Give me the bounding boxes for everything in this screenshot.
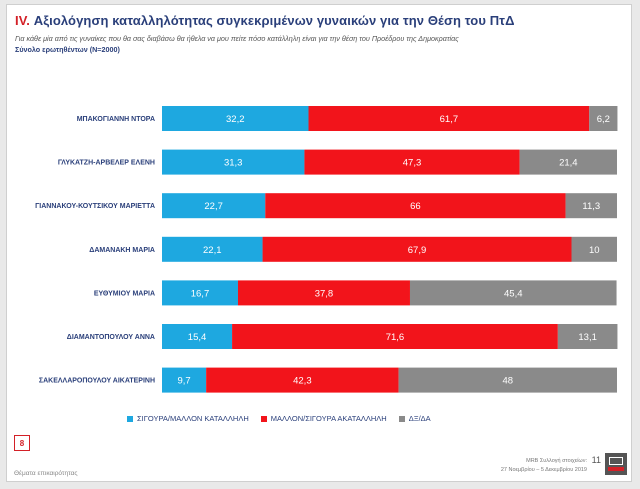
legend-item-unsuitable: ΜΑΛΛΟΝ/ΣΙΓΟΥΡΑ ΑΚΑΤΑΛΛΗΛΗ	[260, 414, 387, 423]
bar-row: ΔΙΑΜΑΝΤΟΠΟΥΛΟΥ ΑΝΝΑ 15,4 71,6 13,1	[67, 324, 618, 349]
bar-row: ΓΙΑΝΝΑΚΟΥ-ΚΟΥΤΣΙΚΟΥ ΜΑΡΙΕΤΤΑ 22,7 66 11,3	[35, 193, 617, 219]
data-label-suitable: 15,4	[188, 332, 207, 343]
legend: ΣΙΓΟΥΡΑ/ΜΑΛΛΟΝ ΚΑΤΑΛΛΗΛΗ ΜΑΛΛΟΝ/ΣΙΓΟΥΡΑ …	[127, 414, 431, 423]
data-label-dk: 21,4	[559, 158, 578, 169]
legend-item-suitable: ΣΙΓΟΥΡΑ/ΜΑΛΛΟΝ ΚΑΤΑΛΛΗΛΗ	[127, 414, 249, 423]
stacked-bar-chart: ΜΠΑΚΟΓΙΑΝΝΗ ΝΤΟΡΑ 32,2 61,7 6,2 ΓΛΥΚΑΤΖΗ-ΑΡΒ…	[35, 106, 618, 393]
data-label-dk: 11,3	[582, 201, 600, 212]
bar-unsuitable	[262, 236, 572, 262]
mrb-logo	[605, 453, 627, 475]
category-label: ΕΥΘΥΜΙΟΥ ΜΑΡΙΑ	[94, 290, 155, 297]
logo-bar	[608, 467, 624, 471]
bar-suitable	[162, 324, 233, 349]
data-label-dk: 48	[503, 376, 514, 387]
data-label-dk: 10	[589, 245, 600, 256]
category-label: ΓΙΑΝΝΑΚΟΥ-ΚΟΥΤΣΙΚΟΥ ΜΑΡΙΕΤΤΑ	[35, 203, 155, 210]
page-title: IV. Αξιολόγηση καταλληλότητας συγκεκριμέ…	[15, 13, 515, 28]
question-text: Για κάθε μία από τις γυναίκες που θα σας…	[15, 34, 459, 43]
bar-row: ΔΑΜΑΝΑΚΗ ΜΑΡΙΑ 22,1 67,9 10	[89, 236, 617, 262]
data-label-suitable: 32,2	[226, 114, 245, 125]
bar-dk	[519, 149, 617, 175]
bar-suitable	[162, 149, 305, 175]
data-label-unsuitable: 71,6	[386, 332, 405, 343]
bar-unsuitable	[232, 324, 558, 349]
data-label-unsuitable: 47,3	[403, 158, 422, 169]
category-label: ΔΑΜΑΝΑΚΗ ΜΑΡΙΑ	[89, 247, 155, 254]
legend-swatch-suitable	[127, 415, 133, 422]
section-badge: 8	[14, 435, 30, 451]
data-label-unsuitable: 61,7	[440, 114, 459, 125]
bar-unsuitable	[265, 193, 566, 219]
bar-row: ΕΥΘΥΜΙΟΥ ΜΑΡΙΑ 16,7 37,8 45,4	[94, 280, 617, 306]
legend-label-unsuitable: ΜΑΛΛΟΝ/ΣΙΓΟΥΡΑ ΑΚΑΤΑΛΛΗΛΗ	[270, 414, 387, 423]
data-label-suitable: 31,3	[224, 158, 243, 169]
bar-dk	[589, 106, 618, 131]
title-text: Αξιολόγηση καταλληλότητας συγκεκριμένων …	[33, 13, 515, 28]
bar-suitable	[162, 280, 238, 306]
footer-source: MRB Συλλογή στοιχείων: 27 Νοεμβρίου – 5 …	[501, 457, 587, 475]
sample-size: Σύνολο ερωτηθέντων (Ν=2000)	[15, 45, 120, 54]
data-label-dk: 45,4	[504, 288, 523, 299]
data-label-suitable: 16,7	[191, 288, 210, 299]
bar-row: ΓΛΥΚΑΤΖΗ-ΑΡΒΕΛΕΡ ΕΛΕΝΗ 31,3 47,3 21,4	[58, 149, 617, 175]
logo-mark	[609, 457, 623, 465]
category-label: ΜΠΑΚΟΓΙΑΝΝΗ ΝΤΟΡΑ	[77, 116, 155, 123]
bar-unsuitable	[304, 149, 520, 175]
legend-label-suitable: ΣΙΓΟΥΡΑ/ΜΑΛΛΟΝ ΚΑΤΑΛΛΗΛΗ	[137, 414, 249, 423]
legend-item-dk: ΔΞ/ΔΑ	[398, 414, 431, 423]
footer-dates: 27 Νοεμβρίου – 5 Δεκεμβρίου 2019	[500, 467, 587, 473]
bar-suitable	[162, 367, 207, 393]
data-label-suitable: 22,1	[203, 245, 222, 256]
data-label-suitable: 9,7	[177, 376, 190, 387]
bar-unsuitable	[206, 367, 399, 393]
footer-topic: Θέματα επικαιρότητας	[14, 470, 78, 477]
bar-row: ΜΠΑΚΟΓΙΑΝΝΗ ΝΤΟΡΑ 32,2 61,7 6,2	[77, 106, 618, 131]
bar-suitable	[162, 236, 263, 262]
section-number: IV.	[15, 13, 31, 28]
bar-dk	[565, 193, 617, 219]
data-label-unsuitable: 37,8	[315, 288, 334, 299]
bar-row: ΣΑΚΕΛΛΑΡΟΠΟΥΛΟΥ ΑΙΚΑΤΕΡΙΝΗ 9,7 42,3 48	[39, 367, 617, 393]
data-label-unsuitable: 67,9	[408, 245, 427, 256]
data-label-unsuitable: 42,3	[293, 376, 312, 387]
page-number: 11	[591, 455, 601, 465]
category-label: ΣΑΚΕΛΛΑΡΟΠΟΥΛΟΥ ΑΙΚΑΤΕΡΙΝΗ	[39, 378, 155, 385]
legend-label-dk: ΔΞ/ΔΑ	[408, 414, 431, 423]
data-label-dk: 13,1	[578, 332, 597, 343]
data-label-dk: 6,2	[597, 114, 610, 125]
category-label: ΓΛΥΚΑΤΖΗ-ΑΡΒΕΛΕΡ ΕΛΕΝΗ	[58, 160, 155, 167]
bar-suitable	[162, 193, 266, 219]
bar-unsuitable	[237, 280, 410, 306]
bar-dk	[409, 280, 617, 306]
bar-dk	[398, 367, 617, 393]
slide: IV. Αξιολόγηση καταλληλότητας συγκεκριμέ…	[6, 4, 632, 482]
data-label-suitable: 22,7	[204, 201, 223, 212]
bar-dk	[557, 324, 618, 349]
bar-suitable	[162, 106, 309, 131]
legend-swatch-unsuitable	[260, 415, 267, 422]
bar-dk	[571, 236, 617, 262]
data-label-unsuitable: 66	[410, 201, 421, 212]
legend-swatch-dk	[398, 415, 405, 422]
footer-client: MRB Συλλογή στοιχείων:	[526, 458, 587, 464]
bar-unsuitable	[308, 106, 590, 131]
category-label: ΔΙΑΜΑΝΤΟΠΟΥΛΟΥ ΑΝΝΑ	[67, 334, 155, 341]
